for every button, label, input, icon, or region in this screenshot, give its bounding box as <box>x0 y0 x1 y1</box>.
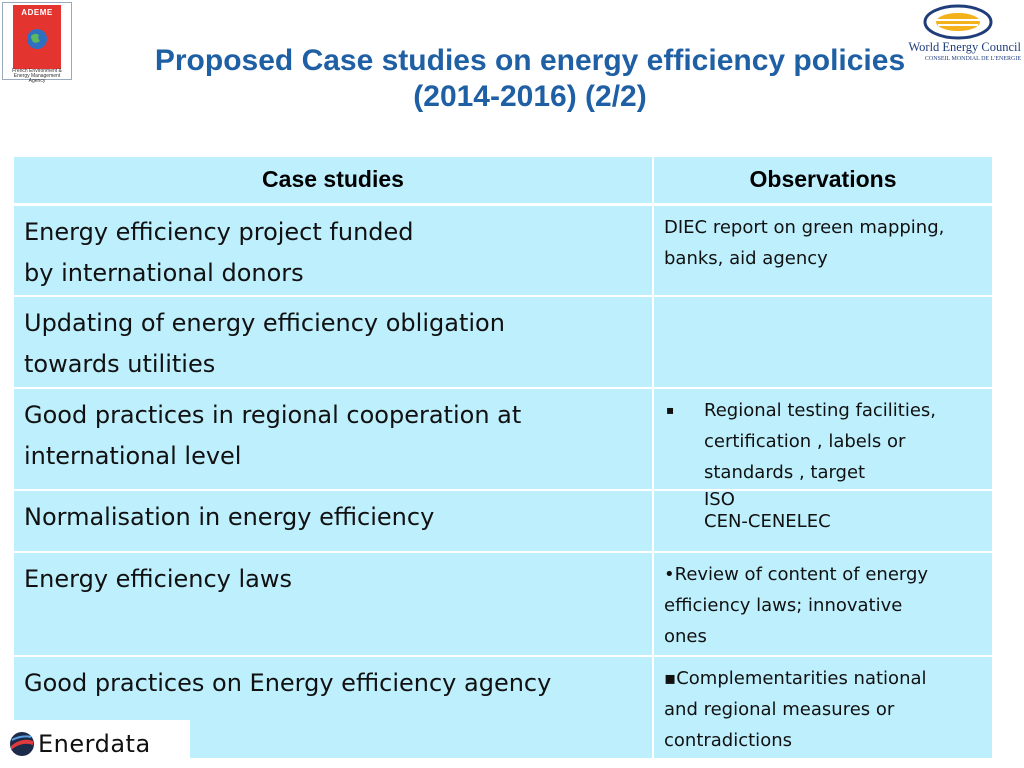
observation-bullet-item: ▪ Regional testing facilities, certifica… <box>654 389 992 488</box>
table-row: Energy efficiency project funded by inte… <box>12 203 994 297</box>
enerdata-wordmark: Enerdata <box>38 730 151 758</box>
observation-text: ▪Complementarities national and regional… <box>664 668 927 751</box>
case-text: Normalisation in energy efficiency <box>24 503 435 531</box>
observation-text: •Review of content of energy efficiency … <box>664 564 929 647</box>
slide-title: Proposed Case studies on energy efficien… <box>60 43 1000 115</box>
table-row: Good practices on Energy efficiency agen… <box>12 655 994 760</box>
observation-cell <box>652 295 994 389</box>
observation-text: Regional testing facilities, certificati… <box>704 400 936 483</box>
observation-cell: ISO CEN-CENELEC <box>652 489 994 553</box>
ademe-logo: ADEME French Environment & Energy Manage… <box>2 2 72 84</box>
observation-text: ISO CEN-CENELEC <box>704 489 831 532</box>
title-line-2: (2014-2016) (2/2) <box>413 80 647 113</box>
table-row: Energy efficiency laws •Review of conten… <box>12 551 994 657</box>
case-cell: Updating of energy efficiency obligation… <box>12 295 654 389</box>
table-row: Good practices in regional cooperation a… <box>12 387 994 491</box>
header-observations: Observations <box>652 155 994 206</box>
header-row: Case studies Observations <box>12 155 994 206</box>
wec-globe-icon <box>923 4 993 40</box>
case-cell: Energy efficiency project funded by inte… <box>12 203 654 297</box>
header-case-studies: Case studies <box>12 155 654 206</box>
ademe-wordmark: ADEME <box>21 8 53 17</box>
case-cell: Good practices in regional cooperation a… <box>12 387 654 491</box>
wec-logo: World Energy Council CONSEIL MONDIAL DE … <box>895 4 1021 74</box>
observation-cell: DIEC report on green mapping, banks, aid… <box>652 203 994 297</box>
wec-subtitle: CONSEIL MONDIAL DE L'ENERGIE <box>924 56 1021 62</box>
case-text: Energy efficiency laws <box>24 565 292 593</box>
table-row: Normalisation in energy efficiency ISO C… <box>12 489 994 553</box>
case-text: Good practices in regional cooperation a… <box>24 401 522 470</box>
ademe-red-block: ADEME <box>13 5 61 69</box>
observation-cell: ▪ Regional testing facilities, certifica… <box>652 387 994 491</box>
ademe-caption: French Environment & Energy Management A… <box>12 68 62 84</box>
wec-name: World Energy Council <box>908 40 1021 54</box>
observation-text <box>654 297 992 303</box>
bullet-square-icon: ▪ <box>666 403 675 417</box>
observation-text: DIEC report on green mapping, banks, aid… <box>664 216 945 269</box>
case-text: Good practices on Energy efficiency agen… <box>24 669 552 697</box>
case-text: Updating of energy efficiency obligation… <box>24 309 505 378</box>
case-cell: Energy efficiency laws <box>12 551 654 657</box>
case-studies-table: Case studies Observations Energy efficie… <box>12 155 994 760</box>
title-line-1: Proposed Case studies on energy efficien… <box>154 44 906 77</box>
table-row: Updating of energy efficiency obligation… <box>12 295 994 389</box>
enerdata-ball-icon <box>10 732 34 756</box>
case-cell: Normalisation in energy efficiency <box>12 489 654 553</box>
observation-cell: ▪Complementarities national and regional… <box>652 655 994 760</box>
observation-cell: •Review of content of energy efficiency … <box>652 551 994 657</box>
globe-icon <box>27 29 47 49</box>
enerdata-logo: Enerdata <box>0 720 190 768</box>
case-text: Energy efficiency project funded by inte… <box>24 217 414 287</box>
